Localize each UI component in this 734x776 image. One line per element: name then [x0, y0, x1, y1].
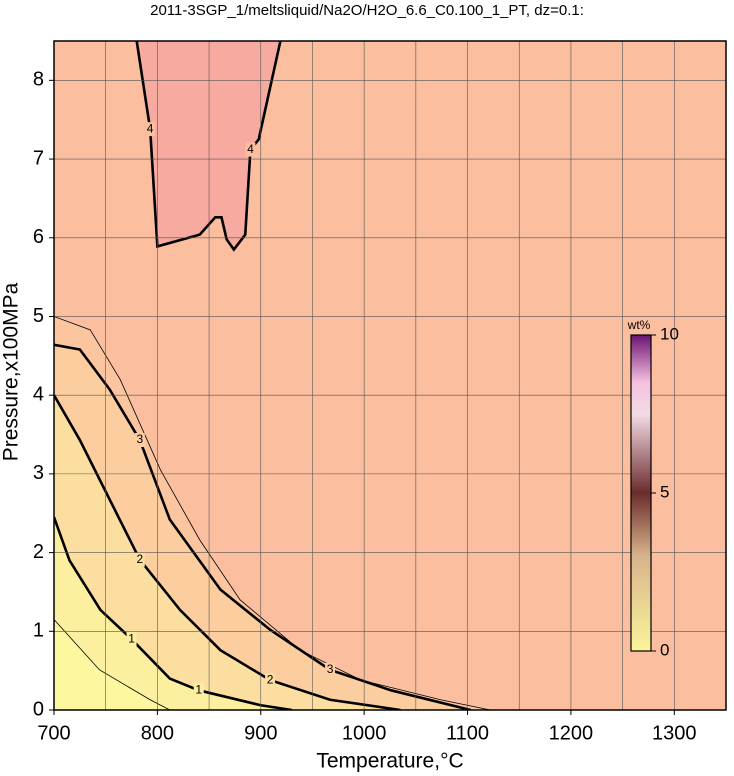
- y-tick-label: 2: [33, 541, 44, 563]
- contour-label: 2: [136, 552, 143, 566]
- contour-label-bg: [193, 683, 204, 698]
- y-tick-label: 3: [33, 462, 44, 484]
- contour-label-bg: [134, 433, 145, 448]
- contour-label: 3: [327, 662, 334, 676]
- contour-line: [54, 343, 471, 710]
- contour-label-bg: [134, 552, 145, 567]
- x-tick-label: 1100: [446, 722, 489, 744]
- overlay: 0 1 2 3 4 5 6 7 8 700 800 900 1000 1100 1200 1300 wt% 0 5 1…: [33, 40, 727, 744]
- contour-line: [54, 619, 170, 710]
- x-tick-label: 700: [37, 722, 70, 744]
- colorbar: [630, 334, 652, 652]
- contour-line: [54, 394, 401, 710]
- contour-region: [54, 517, 292, 710]
- contour-label-bg: [145, 122, 156, 137]
- contour-line: [54, 316, 491, 710]
- x-axis-label: Temperature,°C: [316, 750, 463, 773]
- contour-label: 3: [136, 432, 143, 446]
- x-tick-label: 1200: [549, 722, 594, 744]
- contour-label-bg: [325, 662, 336, 677]
- contour-label: 2: [267, 672, 274, 686]
- x-tick-label: 800: [141, 722, 174, 744]
- x-tick-label: 1000: [342, 722, 387, 744]
- contour-label-bg: [265, 673, 276, 688]
- y-tick-label: 4: [33, 383, 44, 405]
- y-tick-label: 1: [33, 620, 44, 642]
- y-axis-label: Pressure,x100MPa: [0, 282, 23, 461]
- y-tick-label: 5: [33, 305, 44, 327]
- plot-frame: [53, 40, 727, 711]
- plot-area: 4 4 3 3 2 2 1 1: [54, 41, 726, 710]
- colorbar-tick-label: 5: [660, 482, 669, 501]
- y-tick-label: 0: [33, 698, 44, 720]
- contour-label: 1: [128, 631, 135, 645]
- chart-title: 2011-3SGP_1/meltsliquid/Na2O/H2O_6.6_C0.…: [150, 2, 584, 19]
- contour-region: [136, 41, 281, 250]
- contour-line: [54, 516, 292, 710]
- y-tick-label: 6: [33, 226, 44, 248]
- y-tick-label: 7: [33, 147, 44, 169]
- contour-label-bg: [126, 632, 137, 647]
- x-tick-label: 900: [244, 722, 277, 744]
- colorbar-tick-label: 0: [660, 640, 669, 659]
- contour-label: 4: [247, 142, 254, 156]
- contour-label-bg: [245, 142, 256, 157]
- contour-region: [54, 619, 170, 710]
- contour-label: 4: [147, 121, 154, 135]
- colorbar-label: wt%: [627, 318, 651, 332]
- x-tick-label: 1300: [652, 722, 697, 744]
- contour-label: 1: [195, 682, 202, 696]
- y-tick-label: 8: [33, 69, 44, 91]
- colorbar-tick-label: 10: [660, 324, 679, 343]
